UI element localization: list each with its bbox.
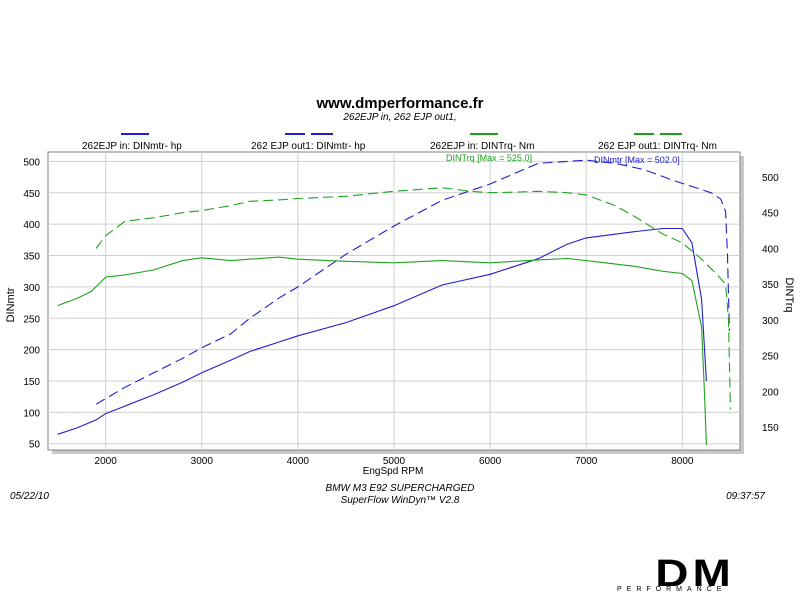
vehicle-title: BMW M3 E92 SUPERCHARGED: [325, 483, 475, 494]
y-tick-label: 350: [23, 252, 40, 263]
x-tick-label: 7000: [575, 456, 598, 467]
series-line-3: [95, 187, 731, 410]
y2-tick-label: 250: [762, 352, 779, 363]
chart-frame: [47, 151, 744, 454]
legend-label-in-hp: 262EJP in: DINmtr- hp: [82, 141, 182, 152]
y2-tick-label: 150: [762, 423, 779, 434]
x-tick-label: 2000: [95, 456, 118, 467]
y-tick-label: 100: [23, 408, 40, 419]
legend-swatch-out-nm-a: [634, 133, 654, 135]
chart-grid: [48, 152, 740, 450]
site-title: www.dmperformance.fr: [316, 95, 484, 112]
dm-performance-logo: DM PERFORMANCE: [595, 548, 795, 596]
y-tick-label: 400: [23, 220, 40, 231]
y-tick-label: 500: [23, 157, 40, 168]
legend-label-out-hp: 262 EJP out1: DINmtr- hp: [251, 141, 366, 152]
time-label: 09:37:57: [726, 491, 765, 502]
legend-swatch-in-hp: [121, 133, 149, 135]
date-label: 05/22/10: [10, 491, 49, 502]
legend-swatch-out-hp-a: [285, 133, 305, 135]
y2-axis-label: DINTrq: [783, 277, 795, 312]
torque-max-annotation: DINTrq [Max = 525.0]: [446, 153, 532, 163]
power-max-annotation: DINmtr [Max = 502.0]: [594, 155, 680, 165]
chart-series: [57, 159, 731, 446]
y-tick-label: 250: [23, 314, 40, 325]
x-tick-label: 5000: [383, 456, 406, 467]
series-line-0: [57, 227, 707, 435]
y2-tick-label: 300: [762, 316, 779, 327]
legend-swatch-in-nm: [470, 133, 498, 135]
y2-tick-label: 450: [762, 209, 779, 220]
legend-swatch-out-nm-b: [660, 133, 682, 135]
y-tick-label: 450: [23, 189, 40, 200]
chart-ticks: 2000 3000 4000 5000 6000 7000 8000 50 100 150 200 2…: [23, 157, 779, 467]
y2-tick-label: 350: [762, 280, 779, 291]
y2-tick-label: 200: [762, 387, 779, 398]
logo-subtext: PERFORMANCE: [615, 586, 729, 593]
x-tick-label: 3000: [191, 456, 214, 467]
y-tick-label: 150: [23, 377, 40, 388]
x-tick-label: 8000: [671, 456, 694, 467]
legend-label-in-nm: 262EJP in: DINTrq- Nm: [430, 141, 535, 152]
y2-tick-label: 400: [762, 244, 779, 255]
legend-swatch-out-hp-b: [311, 133, 333, 135]
y-tick-label: 300: [23, 283, 40, 294]
x-tick-label: 4000: [287, 456, 310, 467]
y-axis-label: DINmtr: [5, 287, 17, 322]
y-tick-label: 50: [29, 440, 41, 451]
legend-label-out-nm: 262 EJP out1: DINTrq- Nm: [598, 141, 717, 152]
chart-subtitle: 262EJP in, 262 EJP out1,: [343, 112, 457, 123]
y-tick-label: 200: [23, 346, 40, 357]
y2-tick-label: 500: [762, 173, 779, 184]
x-axis-label: EngSpd RPM: [363, 466, 424, 477]
series-line-1: [95, 159, 730, 405]
series-line-2: [57, 256, 707, 446]
x-tick-label: 6000: [479, 456, 502, 467]
software-label: SuperFlow WinDyn™ V2.8: [340, 495, 460, 506]
